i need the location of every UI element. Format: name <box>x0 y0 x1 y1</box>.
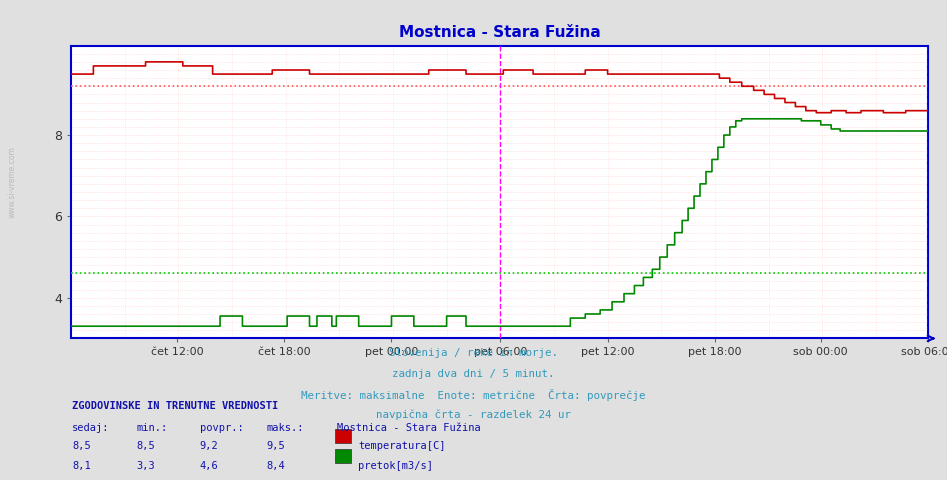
Text: 8,1: 8,1 <box>72 461 91 471</box>
Text: sedaj:: sedaj: <box>72 423 110 433</box>
Text: 9,2: 9,2 <box>200 441 219 451</box>
Text: ZGODOVINSKE IN TRENUTNE VREDNOSTI: ZGODOVINSKE IN TRENUTNE VREDNOSTI <box>72 401 278 411</box>
Text: min.:: min.: <box>136 423 168 433</box>
Text: 9,5: 9,5 <box>266 441 285 451</box>
Text: Slovenija / reke in morje.: Slovenija / reke in morje. <box>389 348 558 358</box>
Text: 4,6: 4,6 <box>200 461 219 471</box>
Text: navpična črta - razdelek 24 ur: navpična črta - razdelek 24 ur <box>376 410 571 420</box>
Bar <box>335 429 351 443</box>
Text: zadnja dva dni / 5 minut.: zadnja dva dni / 5 minut. <box>392 369 555 379</box>
Bar <box>335 449 351 463</box>
Text: povpr.:: povpr.: <box>200 423 243 433</box>
Text: 3,3: 3,3 <box>136 461 155 471</box>
Text: Mostnica - Stara Fužina: Mostnica - Stara Fužina <box>337 423 481 433</box>
Text: Meritve: maksimalne  Enote: metrične  Črta: povprečje: Meritve: maksimalne Enote: metrične Črta… <box>301 389 646 401</box>
Text: maks.:: maks.: <box>266 423 304 433</box>
Text: 8,5: 8,5 <box>136 441 155 451</box>
Text: temperatura[C]: temperatura[C] <box>358 441 445 451</box>
Title: Mostnica - Stara Fužina: Mostnica - Stara Fužina <box>399 25 600 40</box>
Text: 8,5: 8,5 <box>72 441 91 451</box>
Text: 8,4: 8,4 <box>266 461 285 471</box>
Text: pretok[m3/s]: pretok[m3/s] <box>358 461 433 471</box>
Text: www.si-vreme.com: www.si-vreme.com <box>8 146 17 218</box>
